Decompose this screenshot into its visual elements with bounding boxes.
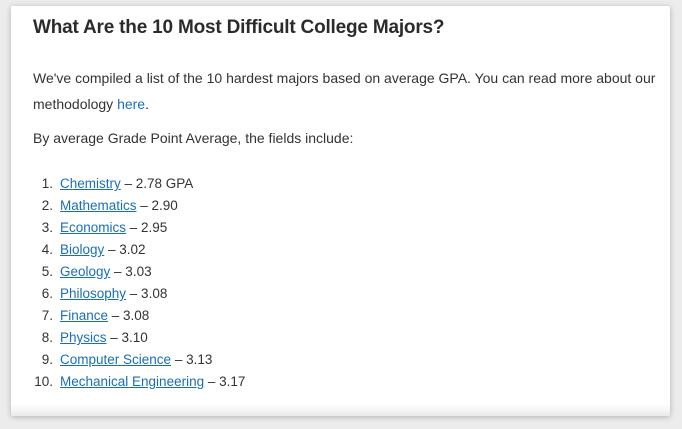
major-link[interactable]: Finance	[60, 308, 109, 323]
page-title: What Are the 10 Most Difficult College M…	[33, 17, 445, 38]
gpa-value: – 3.17	[204, 374, 246, 389]
majors-list: 1. Chemistry – 2.78 GPA 2. Mathematics – 2…	[29, 176, 245, 396]
list-item: 10. Mechanical Engineering – 3.17	[29, 374, 245, 396]
list-number: 7.	[41, 308, 53, 323]
list-number: 9.	[41, 352, 53, 367]
gpa-value: – 2.95	[126, 220, 168, 235]
list-item: 9. Computer Science – 3.13	[29, 352, 245, 374]
list-number: 8.	[41, 330, 53, 345]
major-link[interactable]: Computer Science	[60, 352, 172, 367]
gpa-value: – 3.08	[126, 286, 168, 301]
gpa-value: – 3.03	[110, 264, 152, 279]
intro-text: We've compiled a list of the 10 hardest …	[33, 70, 656, 112]
list-number: 1.	[41, 176, 53, 191]
list-item: 1. Chemistry – 2.78 GPA	[29, 176, 245, 198]
major-link[interactable]: Mechanical Engineering	[60, 374, 205, 389]
list-number: 2.	[41, 198, 53, 213]
list-item: 4. Biology – 3.02	[29, 242, 245, 264]
major-link[interactable]: Geology	[60, 264, 111, 279]
gpa-value: – 2.78 GPA	[120, 176, 194, 191]
major-link[interactable]: Physics	[60, 330, 107, 345]
gpa-value: – 3.08	[108, 308, 150, 323]
gpa-value: – 3.02	[104, 242, 146, 257]
list-item: 8. Physics – 3.10	[29, 330, 245, 352]
list-number: 5.	[41, 264, 53, 279]
list-number: 10.	[34, 374, 53, 389]
gpa-value: – 3.13	[171, 352, 213, 367]
list-number: 4.	[41, 242, 53, 257]
methodology-link[interactable]: here	[117, 96, 146, 112]
list-item: 5. Geology – 3.03	[29, 264, 245, 286]
list-item: 2. Mathematics – 2.90	[29, 198, 245, 220]
list-item: 7. Finance – 3.08	[29, 308, 245, 330]
list-number: 6.	[41, 286, 53, 301]
major-link[interactable]: Economics	[60, 220, 127, 235]
list-number: 3.	[41, 220, 53, 235]
major-link[interactable]: Chemistry	[60, 176, 121, 191]
gpa-value: – 3.10	[106, 330, 148, 345]
list-item: 3. Economics – 2.95	[29, 220, 245, 242]
intro-paragraph: We've compiled a list of the 10 hardest …	[33, 65, 658, 117]
list-item: 6. Philosophy – 3.08	[29, 286, 245, 308]
intro-end: .	[145, 96, 149, 112]
major-link[interactable]: Biology	[60, 242, 105, 257]
gpa-value: – 2.90	[136, 198, 178, 213]
article-card: What Are the 10 Most Difficult College M…	[11, 6, 670, 416]
list-lead-text: By average Grade Point Average, the fiel…	[33, 130, 354, 146]
major-link[interactable]: Mathematics	[60, 198, 137, 213]
major-link[interactable]: Philosophy	[60, 286, 127, 301]
